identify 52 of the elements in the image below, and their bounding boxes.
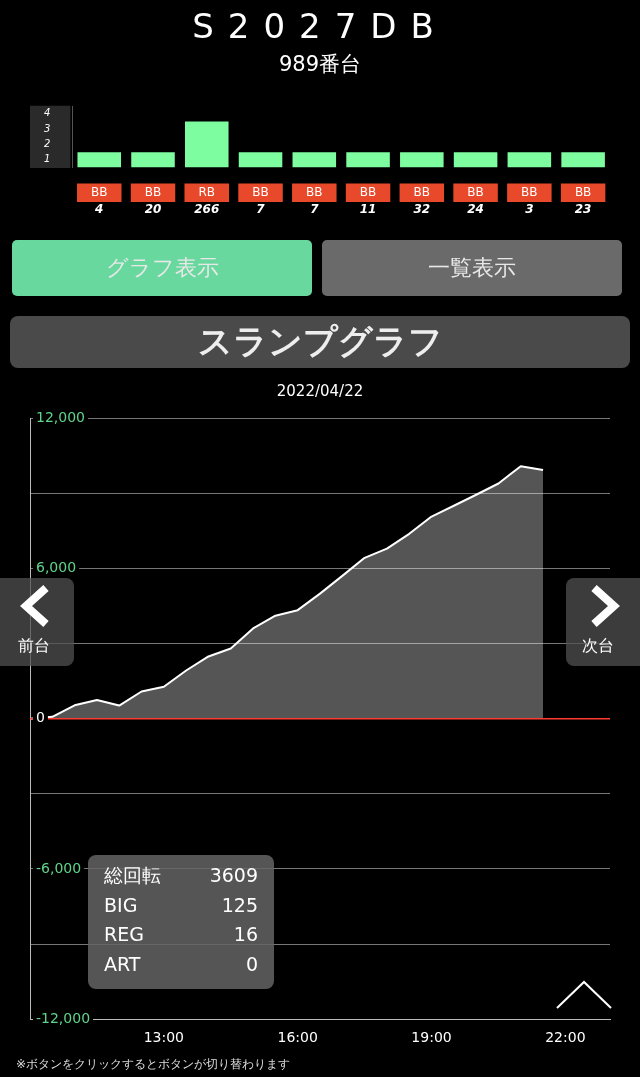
annotation: 前台 [18, 636, 50, 657]
x-tick-label: BB [144, 184, 162, 199]
x-tick-label: BB [306, 184, 323, 199]
x-tick-label: 19:00 [411, 1029, 452, 1046]
text: 7 [256, 201, 266, 216]
previous-button: 前台 [0, 578, 74, 666]
x-tick-label: BB [359, 184, 377, 199]
next-button: 次台 [566, 578, 640, 666]
y-tick-label: 1 [43, 153, 51, 165]
annotation: BIG [104, 892, 139, 918]
text: グラフ表示 [12, 240, 312, 296]
x-tick-label: BB [413, 184, 431, 199]
chart-title: S2027DB [191, 6, 449, 46]
annotation: 3609 [209, 863, 258, 888]
x-tick-label: BB [91, 184, 108, 199]
annotation: ART [104, 951, 142, 977]
y-tick-label: 4 [43, 107, 51, 119]
text: 24 [467, 201, 484, 216]
y-tick-label: -6,000 [36, 859, 82, 876]
x-tick-label: RB [198, 184, 216, 199]
x-tick-label: BB [467, 184, 484, 199]
text: 266 [194, 201, 220, 216]
annotation: 16 [232, 922, 258, 947]
text: 23 [574, 201, 592, 216]
x-tick-label: 13:00 [143, 1029, 185, 1046]
annotation: 0 [244, 951, 258, 977]
x-tick-label: BB [574, 184, 592, 199]
y-tick-label: -12,000 [36, 1009, 91, 1026]
chart-title: スランプグラフ [10, 316, 630, 368]
text: 11 [359, 201, 377, 216]
text: 7 [310, 201, 320, 216]
annotation: REG [104, 922, 145, 947]
y-tick-label: 6,000 [36, 559, 77, 576]
text: 3 [525, 201, 534, 216]
text: ※ボタンをクリックするとボタンが切り替わります [16, 1056, 291, 1073]
y-tick-label: 12,000 [36, 409, 85, 426]
y-tick-label: 3 [43, 122, 51, 134]
chart-subtitle: 989番台 [277, 51, 363, 78]
annotation: 125 [220, 892, 258, 918]
annotation: 総回転 [104, 863, 162, 888]
text: 一覧表示 [322, 240, 622, 296]
chart-subtitle: 2022/04/22 [275, 382, 365, 400]
text: 32 [413, 201, 431, 216]
x-tick-label: 22:00 [545, 1029, 586, 1046]
x-tick-label: 16:00 [277, 1029, 318, 1046]
text: 4 [94, 201, 104, 216]
x-tick-label: BB [521, 184, 538, 199]
y-tick-label: 2 [43, 138, 51, 150]
text: 20 [144, 201, 162, 216]
y-tick-label: 0 [36, 709, 45, 726]
annotation: 次台 [582, 636, 614, 657]
x-tick-label: BB [252, 184, 269, 199]
